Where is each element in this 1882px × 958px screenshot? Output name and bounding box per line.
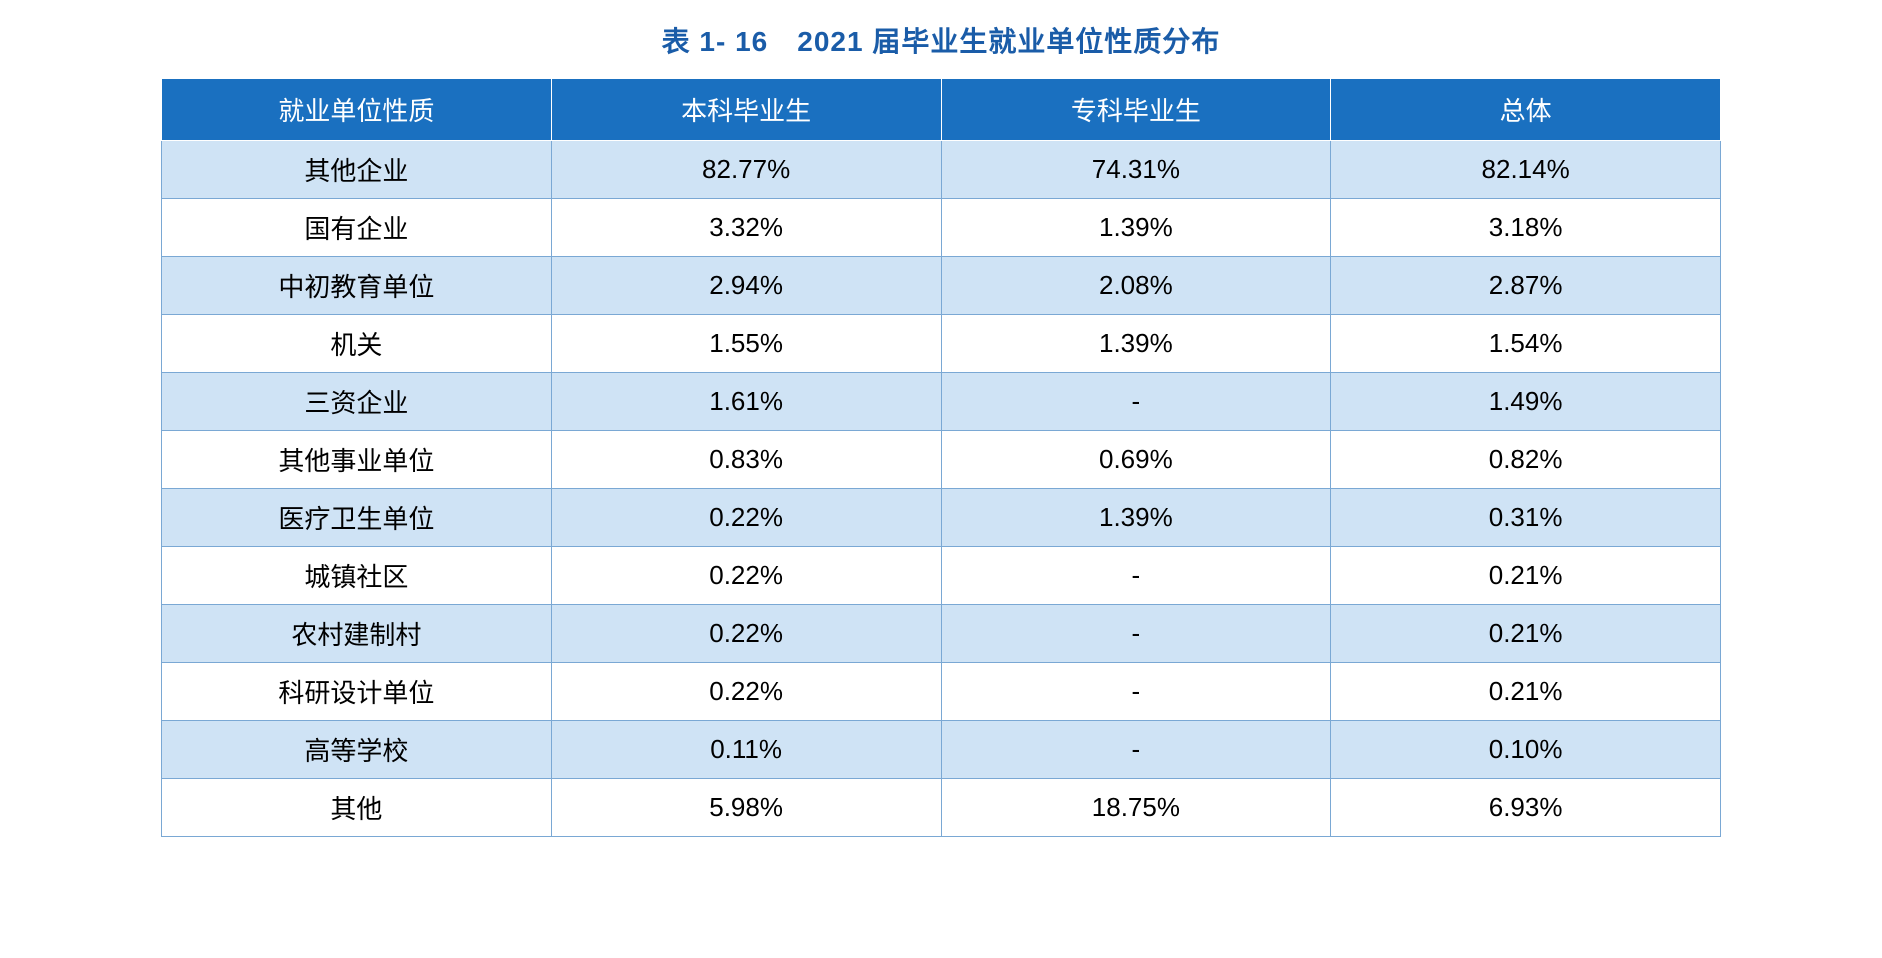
cell: 5.98% [551,779,941,837]
header-cell: 总体 [1331,79,1721,141]
cell: 0.22% [551,663,941,721]
cell: 6.93% [1331,779,1721,837]
table-row: 三资企业 1.61% - 1.49% [162,373,1721,431]
cell: 国有企业 [162,199,552,257]
table-row: 医疗卫生单位 0.22% 1.39% 0.31% [162,489,1721,547]
cell: 0.21% [1331,605,1721,663]
cell: 0.21% [1331,547,1721,605]
cell: 0.22% [551,489,941,547]
cell: 其他 [162,779,552,837]
cell: 18.75% [941,779,1331,837]
table-row: 城镇社区 0.22% - 0.21% [162,547,1721,605]
employment-table: 就业单位性质 本科毕业生 专科毕业生 总体 其他企业 82.77% 74.31%… [161,78,1721,837]
header-cell: 本科毕业生 [551,79,941,141]
cell: 2.08% [941,257,1331,315]
cell: 2.87% [1331,257,1721,315]
cell: 高等学校 [162,721,552,779]
table-body: 其他企业 82.77% 74.31% 82.14% 国有企业 3.32% 1.3… [162,141,1721,837]
table-title: 表 1- 16 2021 届毕业生就业单位性质分布 [161,20,1721,60]
cell: - [941,547,1331,605]
table-row: 其他企业 82.77% 74.31% 82.14% [162,141,1721,199]
cell: 其他企业 [162,141,552,199]
cell: - [941,721,1331,779]
cell: 3.18% [1331,199,1721,257]
cell: 82.77% [551,141,941,199]
cell: 0.11% [551,721,941,779]
cell: 1.39% [941,199,1331,257]
table-row: 其他 5.98% 18.75% 6.93% [162,779,1721,837]
cell: 0.21% [1331,663,1721,721]
cell: 机关 [162,315,552,373]
table-row: 国有企业 3.32% 1.39% 3.18% [162,199,1721,257]
cell: 1.49% [1331,373,1721,431]
cell: 74.31% [941,141,1331,199]
table-row: 高等学校 0.11% - 0.10% [162,721,1721,779]
cell: - [941,373,1331,431]
cell: 医疗卫生单位 [162,489,552,547]
table-row: 科研设计单位 0.22% - 0.21% [162,663,1721,721]
cell: 1.39% [941,489,1331,547]
cell: 3.32% [551,199,941,257]
table-row: 机关 1.55% 1.39% 1.54% [162,315,1721,373]
cell: 其他事业单位 [162,431,552,489]
table-row: 农村建制村 0.22% - 0.21% [162,605,1721,663]
table-row: 其他事业单位 0.83% 0.69% 0.82% [162,431,1721,489]
cell: 82.14% [1331,141,1721,199]
cell: 0.22% [551,605,941,663]
table-header-row: 就业单位性质 本科毕业生 专科毕业生 总体 [162,79,1721,141]
cell: - [941,663,1331,721]
cell: 中初教育单位 [162,257,552,315]
table-container: 表 1- 16 2021 届毕业生就业单位性质分布 就业单位性质 本科毕业生 专… [161,20,1721,837]
cell: 1.61% [551,373,941,431]
cell: 0.22% [551,547,941,605]
cell: 1.55% [551,315,941,373]
cell: 0.69% [941,431,1331,489]
cell: 0.31% [1331,489,1721,547]
cell: - [941,605,1331,663]
cell: 城镇社区 [162,547,552,605]
cell: 科研设计单位 [162,663,552,721]
cell: 农村建制村 [162,605,552,663]
cell: 0.82% [1331,431,1721,489]
cell: 0.83% [551,431,941,489]
cell: 三资企业 [162,373,552,431]
header-cell: 专科毕业生 [941,79,1331,141]
table-row: 中初教育单位 2.94% 2.08% 2.87% [162,257,1721,315]
cell: 0.10% [1331,721,1721,779]
cell: 2.94% [551,257,941,315]
cell: 1.54% [1331,315,1721,373]
header-cell: 就业单位性质 [162,79,552,141]
cell: 1.39% [941,315,1331,373]
